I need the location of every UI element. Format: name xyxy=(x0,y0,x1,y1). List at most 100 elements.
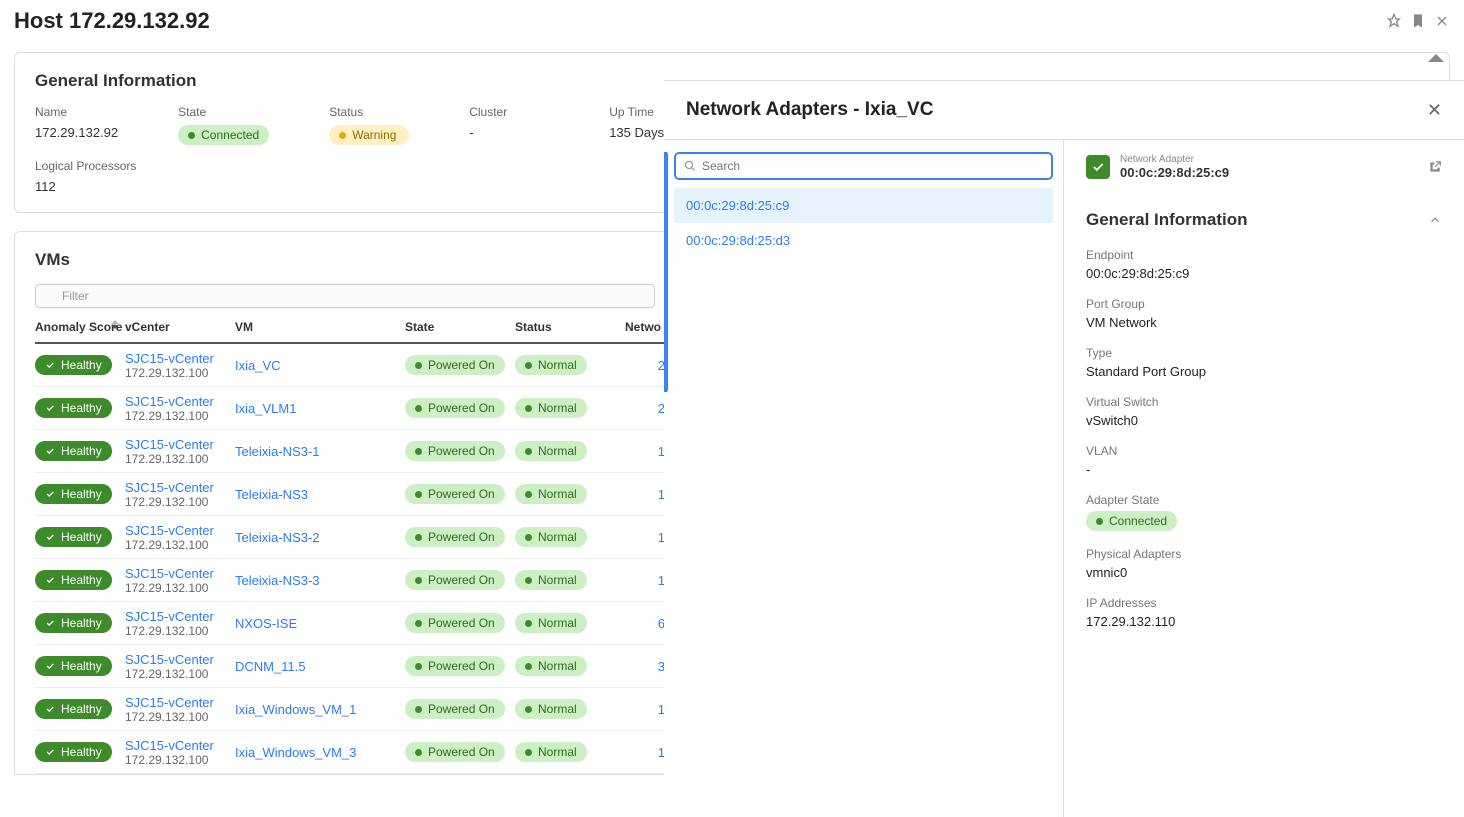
vcenter-ip: 172.29.132.100 xyxy=(125,624,235,638)
state-pill: Powered On xyxy=(405,527,505,547)
check-icon xyxy=(45,532,55,542)
col-state[interactable]: State xyxy=(405,320,515,334)
detail-vlan: VLAN- xyxy=(1086,444,1442,477)
pin-icon[interactable] xyxy=(1386,13,1402,29)
check-icon xyxy=(45,489,55,499)
status-pill: Normal xyxy=(515,699,587,719)
gi-status: Status Warning xyxy=(329,105,409,145)
status-pill: Normal xyxy=(515,355,587,375)
sort-icon[interactable] xyxy=(111,320,119,329)
adapter-header: Network Adapter 00:0c:29:8d:25:c9 xyxy=(1086,154,1442,180)
dot-icon xyxy=(339,132,346,139)
col-vcenter[interactable]: vCenter xyxy=(125,320,235,334)
adapter-list-pane: 00:0c:29:8d:25:c900:0c:29:8d:25:d3 xyxy=(664,140,1064,817)
vcenter-link[interactable]: SJC15-vCenter xyxy=(125,351,235,366)
cell-status: Normal xyxy=(515,355,625,375)
vm-link[interactable]: Teleixia-NS3-1 xyxy=(235,444,320,459)
health-pill: Healthy xyxy=(35,613,112,633)
detail-vswitch: Virtual SwitchvSwitch0 xyxy=(1086,395,1442,428)
check-icon xyxy=(45,618,55,628)
vcenter-link[interactable]: SJC15-vCenter xyxy=(125,609,235,624)
check-icon xyxy=(45,704,55,714)
cell-status: Normal xyxy=(515,699,625,719)
cell-anomaly: Healthy xyxy=(35,355,125,375)
adapter-search-input[interactable] xyxy=(674,152,1053,180)
collapse-up-icon[interactable] xyxy=(1428,54,1444,62)
page-header: Host 172.29.132.92 xyxy=(0,0,1464,48)
cell-state: Powered On xyxy=(405,441,515,461)
close-icon[interactable]: ✕ xyxy=(1427,100,1442,121)
col-vm[interactable]: VM xyxy=(235,320,405,334)
vm-link[interactable]: Ixia_Windows_VM_1 xyxy=(235,702,356,717)
detail-portgroup: Port GroupVM Network xyxy=(1086,297,1442,330)
detail-label: Endpoint xyxy=(1086,248,1442,262)
vm-link[interactable]: NXOS-ISE xyxy=(235,616,297,631)
detail-value: Connected xyxy=(1109,514,1167,528)
detail-type: Type Standard Port Group xyxy=(1086,346,1442,379)
chevron-up-icon[interactable] xyxy=(1428,213,1442,227)
gi-state-value: Connected xyxy=(201,128,259,142)
vm-link[interactable]: Teleixia-NS3-2 xyxy=(235,530,320,545)
vcenter-link[interactable]: SJC15-vCenter xyxy=(125,738,235,753)
vm-filter-input[interactable]: Filter xyxy=(35,284,655,308)
vm-link[interactable]: Ixia_VLM1 xyxy=(235,401,296,416)
cell-vcenter: SJC15-vCenter172.29.132.100 xyxy=(125,695,235,724)
vcenter-ip: 172.29.132.100 xyxy=(125,366,235,380)
vm-link[interactable]: Teleixia-NS3-3 xyxy=(235,573,320,588)
health-pill: Healthy xyxy=(35,441,112,461)
adapter-detail-pane: Network Adapter 00:0c:29:8d:25:c9 Genera… xyxy=(1064,140,1464,817)
panel-header: Network Adapters - Ixia_VC ✕ xyxy=(664,81,1464,139)
external-link-icon[interactable] xyxy=(1428,160,1442,174)
details-section-header[interactable]: General Information xyxy=(1086,210,1442,230)
detail-value: Standard Port Group xyxy=(1086,364,1442,379)
cell-anomaly: Healthy xyxy=(35,441,125,461)
col-anomaly-label: Anomaly Score xyxy=(35,320,122,334)
close-icon[interactable] xyxy=(1434,13,1450,29)
vcenter-ip: 172.29.132.100 xyxy=(125,409,235,423)
vm-link[interactable]: Teleixia-NS3 xyxy=(235,487,308,502)
check-icon xyxy=(45,747,55,757)
bookmark-icon[interactable] xyxy=(1410,13,1426,29)
adapter-search-field[interactable] xyxy=(702,159,1043,173)
cell-status: Normal xyxy=(515,656,625,676)
check-icon xyxy=(45,446,55,456)
state-pill: Powered On xyxy=(405,355,505,375)
state-pill-connected: Connected xyxy=(178,125,269,145)
cell-vcenter: SJC15-vCenter172.29.132.100 xyxy=(125,652,235,681)
gi-state-label: State xyxy=(178,105,269,119)
cell-anomaly: Healthy xyxy=(35,656,125,676)
cell-status: Normal xyxy=(515,570,625,590)
health-pill: Healthy xyxy=(35,484,112,504)
col-status[interactable]: Status xyxy=(515,320,625,334)
status-pill: Normal xyxy=(515,656,587,676)
cell-anomaly: Healthy xyxy=(35,613,125,633)
col-anomaly[interactable]: Anomaly Score xyxy=(35,320,125,334)
cell-status: Normal xyxy=(515,484,625,504)
vcenter-link[interactable]: SJC15-vCenter xyxy=(125,695,235,710)
status-pill: Normal xyxy=(515,742,587,762)
adapter-list-item[interactable]: 00:0c:29:8d:25:c9 xyxy=(674,188,1053,223)
vcenter-ip: 172.29.132.100 xyxy=(125,753,235,767)
vcenter-link[interactable]: SJC15-vCenter xyxy=(125,437,235,452)
cell-vcenter: SJC15-vCenter172.29.132.100 xyxy=(125,609,235,638)
vm-link[interactable]: DCNM_11.5 xyxy=(235,659,306,674)
vcenter-link[interactable]: SJC15-vCenter xyxy=(125,480,235,495)
cell-vm: NXOS-ISE xyxy=(235,616,405,631)
health-pill: Healthy xyxy=(35,527,112,547)
cell-anomaly: Healthy xyxy=(35,484,125,504)
vcenter-link[interactable]: SJC15-vCenter xyxy=(125,394,235,409)
adapter-mac: 00:0c:29:8d:25:c9 xyxy=(1120,165,1229,180)
gi-cluster-value: - xyxy=(469,125,549,140)
adapter-list-item[interactable]: 00:0c:29:8d:25:d3 xyxy=(674,223,1053,258)
vm-link[interactable]: Ixia_Windows_VM_3 xyxy=(235,745,356,760)
detail-label: Type xyxy=(1086,346,1442,360)
cell-vcenter: SJC15-vCenter172.29.132.100 xyxy=(125,351,235,380)
vcenter-link[interactable]: SJC15-vCenter xyxy=(125,566,235,581)
detail-endpoint: Endpoint00:0c:29:8d:25:c9 xyxy=(1086,248,1442,281)
vcenter-link[interactable]: SJC15-vCenter xyxy=(125,523,235,538)
vm-link[interactable]: Ixia_VC xyxy=(235,358,281,373)
cell-state: Powered On xyxy=(405,398,515,418)
vcenter-link[interactable]: SJC15-vCenter xyxy=(125,652,235,667)
cell-status: Normal xyxy=(515,613,625,633)
state-pill: Powered On xyxy=(405,699,505,719)
